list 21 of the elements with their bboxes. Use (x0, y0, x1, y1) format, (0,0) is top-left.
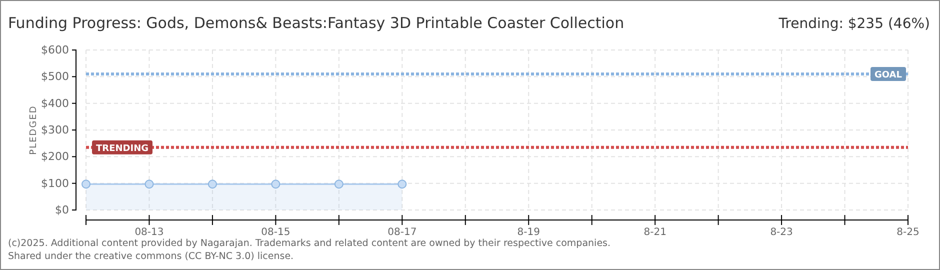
ref-line-label: TRENDING (96, 144, 148, 154)
chart-title: Funding Progress: Gods, Demons& Beasts:Fantasy 3D Printable Coaster Collection (8, 14, 624, 32)
y-tick-label: $0 (55, 204, 69, 217)
x-tick-label: 8-21 (644, 227, 666, 238)
text: Shared under the creative commons (CC BY-NC 3.0) license. (8, 251, 294, 262)
x-tick-label: 8-23 (770, 227, 793, 238)
y-tick-label: $600 (41, 44, 69, 57)
text: (c)2025. Additional content provided by Nagarajan. Trademarks and related content are owned by their respective companies. (8, 238, 611, 249)
y-tick-label: $200 (41, 150, 69, 164)
x-tick-label: 8-25 (896, 227, 920, 238)
x-tick-label: 8-19 (517, 227, 540, 238)
y-tick-label: $100 (41, 176, 69, 190)
text: Trending: $235 (46%) (778, 16, 930, 32)
y-tick-label: $300 (41, 124, 69, 137)
y-axis-title: PLEDGED (29, 105, 39, 155)
y-tick-label: $500 (41, 70, 69, 84)
x-tick-label: 08-15 (261, 227, 290, 238)
ref-line-label: GOAL (874, 70, 902, 80)
x-tick-label: 08-13 (134, 227, 164, 238)
y-tick-label: $400 (41, 96, 69, 110)
x-tick-label: 08-17 (388, 227, 417, 238)
